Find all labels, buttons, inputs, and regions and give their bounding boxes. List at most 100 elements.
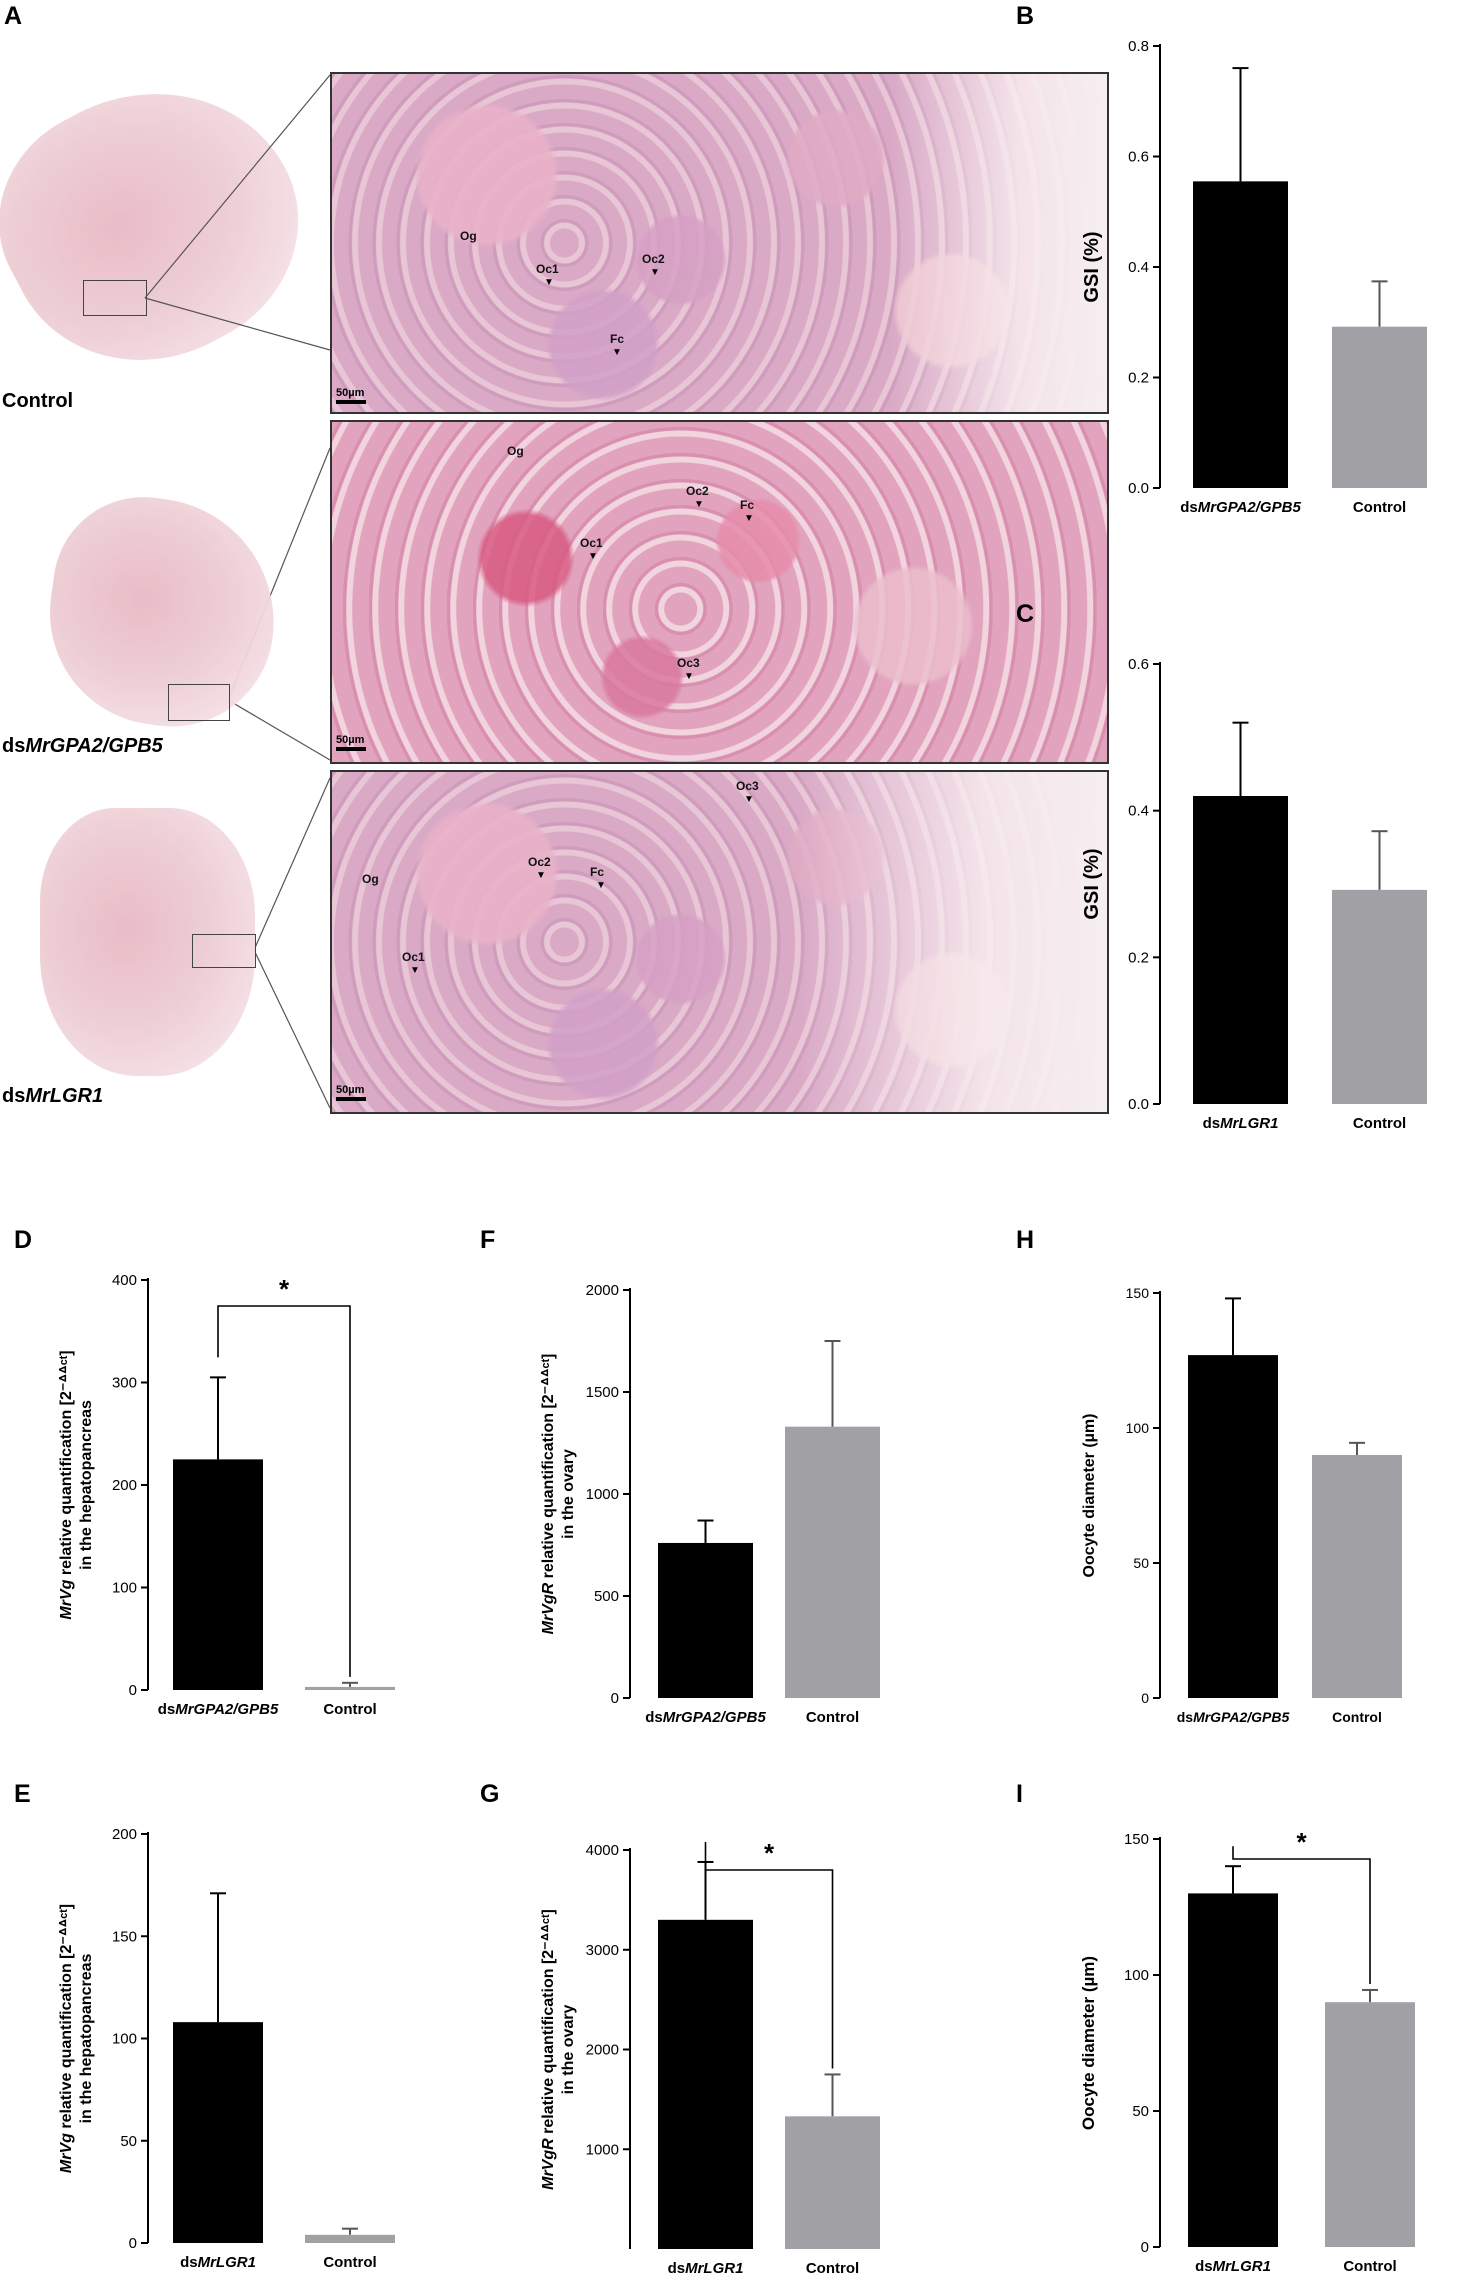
y-axis-label: in the hepatopancreas [78,1953,95,2123]
marker-oc3: Oc3 [736,779,759,793]
x-category-label: dsMrLGR1 [668,2260,744,2277]
chart-svg: 0 50 100 150 Oocyte diameter (µm) dsMrLGR1 Con… [1079,1827,1415,2275]
bar-control [1332,326,1427,488]
micrograph-control: Og Oc1 ▼ Oc2 ▼ Fc ▼ 50µm [330,72,1109,414]
chart-plot: 1000 2000 3000 4000 MrVgR relative quantific… [540,1838,880,2277]
y-tick-label: 0.0 [1128,1096,1149,1113]
y-tick-label: 4000 [586,1842,619,1859]
significance-bracket [704,1841,834,2069]
chart-svg: 0 100 200 300 400 MrVg relative quantificatio… [58,1272,395,1718]
scale-bar: 50µm [336,1084,366,1101]
y-tick-label: 2000 [586,2042,619,2059]
x-category-label: Control [1353,1115,1406,1132]
bar-treatment [658,1919,753,2249]
x-category-label: dsMrLGR1 [1195,2258,1271,2275]
y-tick-label: 0 [129,1682,137,1699]
bar-treatment [1188,1893,1278,2247]
y-tick-label: 0.8 [1128,38,1149,55]
y-tick-label: 50 [1132,2103,1149,2120]
significance-star: * [279,1274,290,1304]
chart-plot: 0 50 100 150 Oocyte diameter (µm) dsMrGPA2/GP… [1081,1285,1402,1725]
y-tick-label: 0 [1141,2239,1149,2256]
panel-letter-h: H [1016,1226,1035,1254]
row-label-dsmrlgr1: dsMrLGR1 [2,1085,104,1107]
y-tick-label: 50 [1133,1555,1149,1571]
y-tick-label: 100 [1126,1420,1150,1436]
bar-control [1332,889,1427,1104]
significance-bracket [1232,1846,1371,1984]
marker-oc1: Oc1 [580,536,603,550]
y-tick-label: 150 [112,1928,137,1945]
panel-letter-e: E [14,1780,31,1808]
y-axis-label: MrVgR relative quantification [2⁻ᐞᐞᶜᵗ] [540,1909,557,2190]
y-axis-label: MrVgR relative quantification [2⁻ᐞᐞᶜᵗ] [540,1354,557,1635]
marker-og: Og [362,872,379,886]
y-tick-label: 1500 [586,1384,619,1401]
chart-plot: 0.0 0.2 0.4 0.6 0.8 GSI (%) dsMrGPA2/GPB5 Contr… [1081,38,1427,516]
y-tick-label: 2000 [586,1282,619,1299]
y-axis-label: MrVg relative quantification [2⁻ᐞᐞᶜᵗ] [58,1904,75,2173]
marker-og: Og [460,229,477,243]
y-tick-label: 500 [594,1588,619,1605]
bar-treatment [173,2022,263,2243]
y-tick-label: 150 [1124,1831,1149,1848]
y-axis-label: Oocyte diameter (µm) [1079,1956,1098,2130]
marker-oc1: Oc1 [536,262,559,276]
chart-plot: 0 50 100 150 200 MrVg relative quantification… [58,1826,395,2271]
x-category-label: Control [806,1709,859,1726]
scale-bar: 50µm [336,734,366,751]
chart-plot: 0 100 200 300 400 MrVg relative quantificatio… [58,1272,395,1718]
y-tick-label: 3000 [586,1942,619,1959]
micrograph-dsmrgpa2: Og Oc1 ▼ Oc2 ▼ Fc ▼ Oc3 ▼ 50µm [330,420,1109,764]
bar-control [1325,2002,1415,2247]
y-tick-label: 1000 [586,2141,619,2158]
y-axis-label: MrVg relative quantification [2⁻ᐞᐞᶜᵗ] [58,1350,75,1619]
chart-svg: 1000 2000 3000 4000 MrVgR relative quantific… [540,1838,880,2277]
bar-control [305,1686,395,1690]
x-category-label: Control [1343,2258,1396,2275]
x-category-label: Control [323,1701,376,1718]
x-category-label: dsMrGPA2/GPB5 [158,1701,279,1718]
y-tick-label: 1000 [586,1486,619,1503]
bar-treatment [1188,1355,1278,1698]
bar-control [305,2234,395,2243]
y-tick-label: 0.4 [1128,259,1149,276]
y-tick-label: 0.4 [1128,803,1149,820]
x-category-label: Control [1332,1709,1382,1725]
chart-plot: 0 50 100 150 Oocyte diameter (µm) dsMrLGR1 Con… [1079,1827,1415,2275]
x-category-label: Control [806,2260,859,2277]
x-category-label: dsMrGPA2/GPB5 [1177,1709,1290,1725]
marker-oc2: Oc2 [686,484,709,498]
x-category-label: dsMrGPA2/GPB5 [1180,499,1301,516]
y-tick-label: 50 [120,2133,137,2150]
y-axis-label: in the hepatopancreas [78,1400,95,1570]
panel-letter-b: B [1016,2,1035,30]
y-tick-label: 0.6 [1128,149,1149,166]
bar-treatment [1193,796,1288,1104]
bar-control [785,1426,880,1698]
y-tick-label: 0 [611,1690,619,1707]
marker-og: Og [507,444,524,458]
marker-oc2: Oc2 [642,252,665,266]
panel-letter-d: D [14,1226,33,1254]
x-category-label: Control [323,2254,376,2271]
y-tick-label: 150 [1126,1285,1150,1301]
x-category-label: dsMrGPA2/GPB5 [645,1709,766,1726]
chart-svg: 0 50 100 150 200 MrVg relative quantification… [58,1826,395,2271]
x-category-label: dsMrLGR1 [180,2254,256,2271]
x-category-label: dsMrLGR1 [1203,1115,1279,1132]
y-tick-label: 100 [112,2031,137,2048]
y-tick-label: 0 [1141,1690,1149,1706]
y-tick-label: 0.6 [1128,656,1149,673]
panel-letter-i: I [1016,1780,1023,1808]
y-tick-label: 200 [112,1477,137,1494]
y-axis-label: GSI (%) [1081,231,1103,302]
chart-svg: 0 50 100 150 Oocyte diameter (µm) dsMrGPA2/GP… [1081,1285,1402,1725]
y-axis-label: in the ovary [560,1449,577,1539]
ovary-overview-image [40,808,255,1076]
significance-star: * [764,1838,775,1868]
row-label-dsmrgpa2: dsMrGPA2/GPB5 [2,735,163,757]
chart-plot: 0 500 1000 1500 2000 MrVgR relative quantific… [540,1282,880,1726]
y-tick-label: 0.2 [1128,370,1149,387]
y-tick-label: 300 [112,1375,137,1392]
